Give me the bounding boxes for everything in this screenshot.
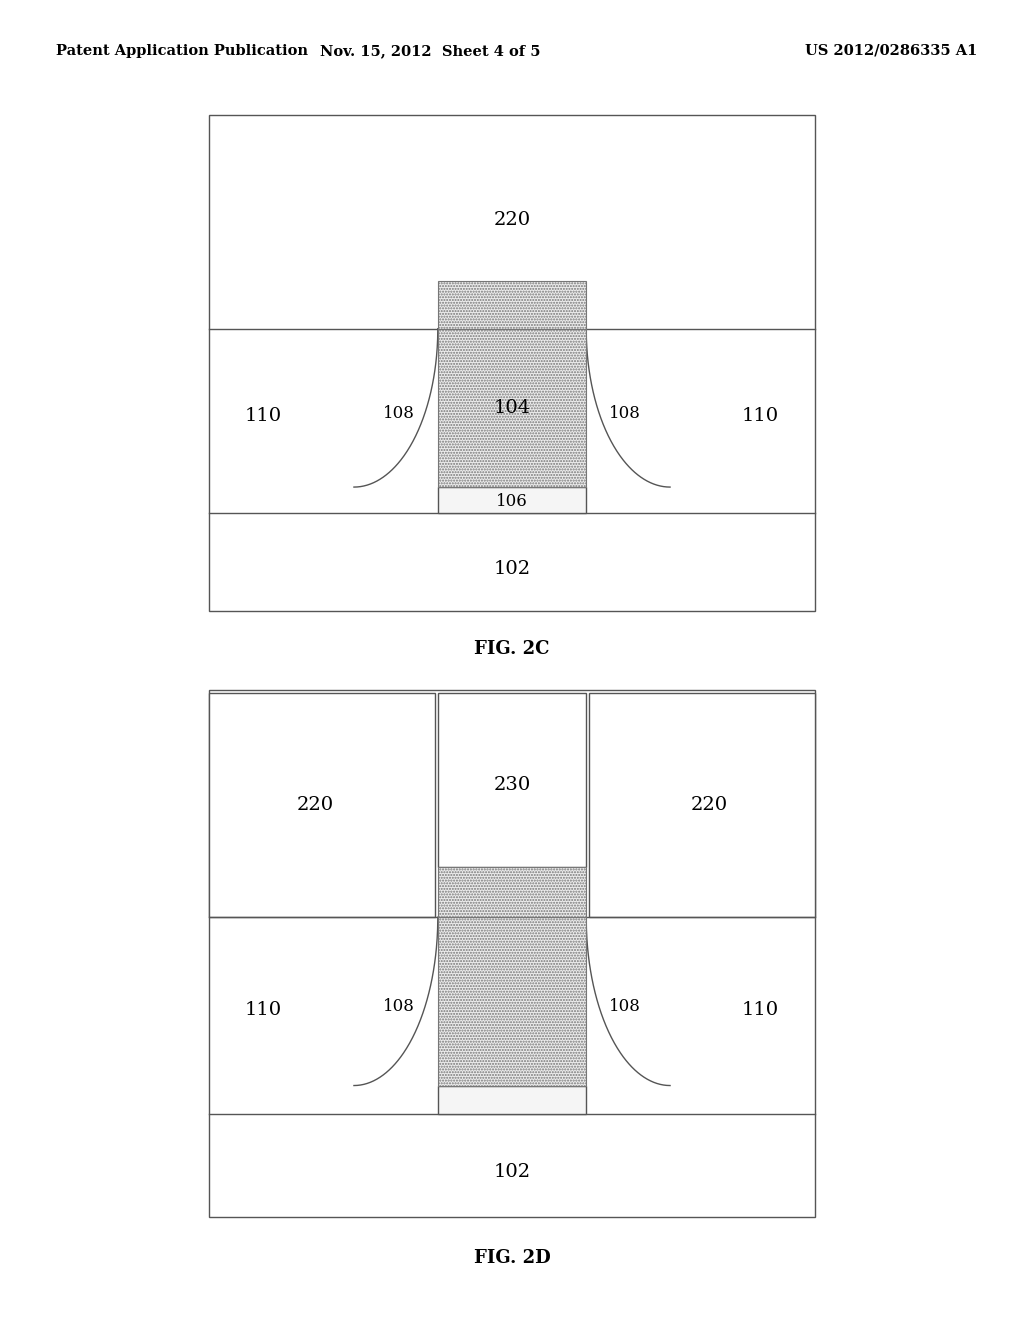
Text: 102: 102 [494,1163,530,1181]
Bar [438,1085,586,1114]
Text: 108: 108 [609,998,641,1015]
Text: 220: 220 [297,796,334,814]
Text: 110: 110 [741,1001,779,1019]
Text: US 2012/0286335 A1: US 2012/0286335 A1 [805,44,977,58]
Text: 108: 108 [383,998,415,1015]
Text: 230: 230 [494,776,530,795]
Bar [590,693,815,917]
Text: Nov. 15, 2012  Sheet 4 of 5: Nov. 15, 2012 Sheet 4 of 5 [319,44,541,58]
Text: 106: 106 [496,494,528,511]
Text: FIG. 2D: FIG. 2D [474,1249,550,1267]
Bar [438,281,586,329]
Bar [438,917,586,1085]
Text: FIG. 2C: FIG. 2C [474,640,550,659]
Text: 110: 110 [245,407,283,425]
Text: Patent Application Publication: Patent Application Publication [56,44,308,58]
Text: 104: 104 [494,993,530,1010]
Text: 220: 220 [690,796,727,814]
Bar [438,487,586,513]
Bar [438,867,586,917]
Text: 202: 202 [496,296,528,313]
Bar [209,693,434,917]
Text: 106: 106 [496,1093,528,1110]
Text: 104: 104 [494,399,530,417]
Text: 110: 110 [741,407,779,425]
Text: 108: 108 [609,405,641,421]
Text: 202: 202 [496,882,528,899]
Text: 220: 220 [494,211,530,230]
Text: 102: 102 [494,560,530,578]
Bar [438,693,586,867]
Text: 108: 108 [383,405,415,421]
Text: 110: 110 [245,1001,283,1019]
Bar [438,329,586,487]
